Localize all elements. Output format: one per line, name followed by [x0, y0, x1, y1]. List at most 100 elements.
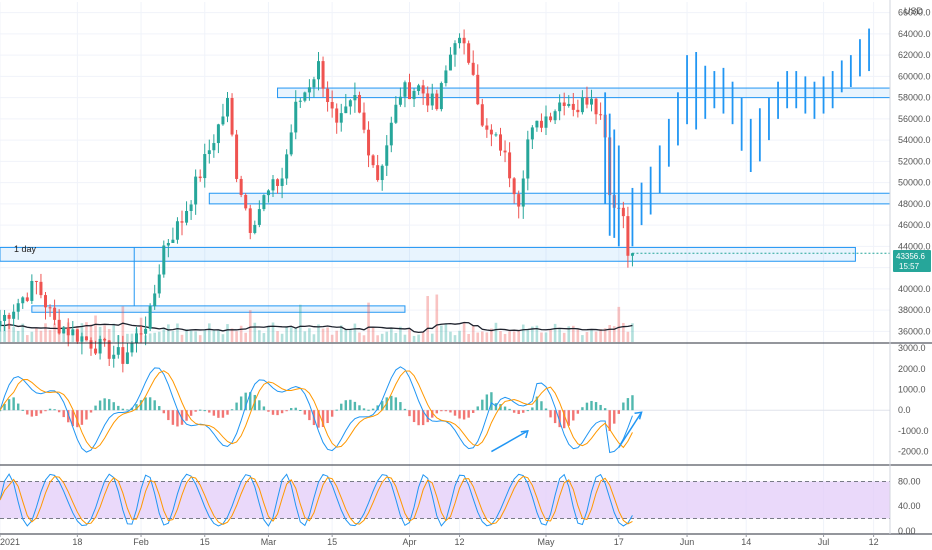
macd-histogram-bar [271, 410, 275, 415]
candle-body [362, 112, 366, 130]
volume-bar [617, 306, 621, 342]
macd-histogram-bar [440, 410, 443, 412]
volume-bar [467, 333, 470, 342]
volume-bar [544, 332, 548, 342]
candle-body [389, 122, 393, 146]
candle-body [135, 333, 138, 343]
macd-histogram-bar [139, 400, 143, 411]
candle-body [576, 109, 580, 113]
macd-histogram-bar [303, 410, 307, 415]
pane-dividers[interactable] [0, 342, 932, 535]
volume-bar [285, 327, 288, 342]
candle-body [499, 134, 502, 151]
candle-body [448, 54, 452, 71]
price-tick-label: 50000.0 [898, 178, 931, 188]
candle-body [230, 97, 234, 135]
candle-body [549, 116, 553, 121]
candle-body [248, 208, 252, 233]
volume-bar [30, 331, 34, 342]
macd-histogram-bar [121, 408, 125, 411]
macd-pane[interactable] [0, 366, 890, 454]
volume-bar [599, 329, 602, 342]
price-candles[interactable] [0, 29, 890, 373]
stoch-tick-label: 0.00 [898, 526, 916, 536]
volume-bar [349, 329, 352, 342]
volume-bar [581, 335, 584, 342]
price-zone [0, 246, 856, 262]
volume-bar [603, 328, 607, 342]
macd-histogram-bar [572, 410, 575, 421]
volume-bar [130, 333, 134, 342]
price-tick-label: 38000.0 [898, 305, 931, 315]
volume-bar [239, 325, 243, 342]
candle-body [239, 178, 243, 195]
candle-body [175, 221, 179, 240]
volume-bar [444, 323, 448, 342]
volume-bar [217, 330, 220, 342]
volume-bar [198, 335, 202, 342]
volume-bar [403, 334, 407, 342]
volume-bar [194, 331, 197, 342]
macd-histogram-bar [299, 409, 302, 411]
candle-body [348, 100, 352, 107]
candle-body [412, 91, 416, 100]
price-zone [208, 192, 891, 205]
macd-histogram-bar [230, 409, 234, 411]
stoch-d-line [0, 475, 633, 525]
volume-bar [626, 331, 630, 342]
candle-body [298, 100, 302, 102]
stochastic-pane[interactable] [0, 473, 890, 527]
volume-bar [494, 322, 498, 342]
volume-bar [335, 330, 338, 342]
candle-body [266, 190, 270, 196]
candle-body [489, 129, 493, 135]
volume-bar [385, 331, 389, 342]
volume-bar [458, 330, 461, 342]
candle-body [558, 102, 562, 112]
candle-body [34, 280, 38, 282]
candle-body [544, 116, 548, 128]
candle-body [458, 37, 462, 44]
candle-body [257, 209, 261, 225]
candle-body [212, 143, 216, 151]
candle-body [307, 87, 311, 93]
macd-histogram-bar [326, 410, 329, 424]
projected-price-bars[interactable] [604, 28, 870, 247]
volume-bar [276, 331, 279, 342]
price-axis[interactable]: 36000.038000.040000.042000.044000.046000… [889, 0, 931, 536]
candle-body [39, 281, 43, 296]
volume-bar [157, 331, 161, 342]
candle-body [94, 348, 98, 354]
candle-body [376, 165, 380, 181]
volume-bar [512, 331, 516, 342]
candle-body [398, 96, 402, 105]
candle-body [189, 204, 193, 211]
macd-histogram-bar [321, 410, 325, 428]
macd-histogram-bar [426, 410, 429, 423]
candle-body [330, 102, 334, 109]
macd-histogram-bar [453, 410, 457, 416]
macd-histogram-bar [490, 392, 493, 411]
candle-body [594, 98, 598, 115]
candle-body [467, 43, 471, 63]
macd-histogram-bar [367, 409, 370, 411]
candle-body [367, 129, 371, 156]
volume-bar [162, 327, 166, 342]
volume-bar [440, 325, 443, 342]
volume-bar [453, 335, 457, 342]
macd-histogram-bar [189, 410, 193, 416]
volume-bar [221, 334, 225, 342]
volume-bar [308, 328, 311, 342]
price-tick-label: 40000.0 [898, 284, 931, 294]
candle-body [539, 120, 543, 128]
time-axis[interactable]: 2021 18 Feb 15 Mar 15 Apr 12 May 17 Jun 14 Jul 12 [0, 534, 879, 547]
time-tick-label: 18 [72, 537, 82, 547]
volume-bar [412, 335, 416, 342]
macd-histogram-bar [526, 410, 529, 412]
candle-body [289, 132, 293, 155]
volume-bar [294, 327, 298, 342]
macd-histogram-bar [253, 394, 256, 411]
volume-bar [126, 333, 129, 342]
